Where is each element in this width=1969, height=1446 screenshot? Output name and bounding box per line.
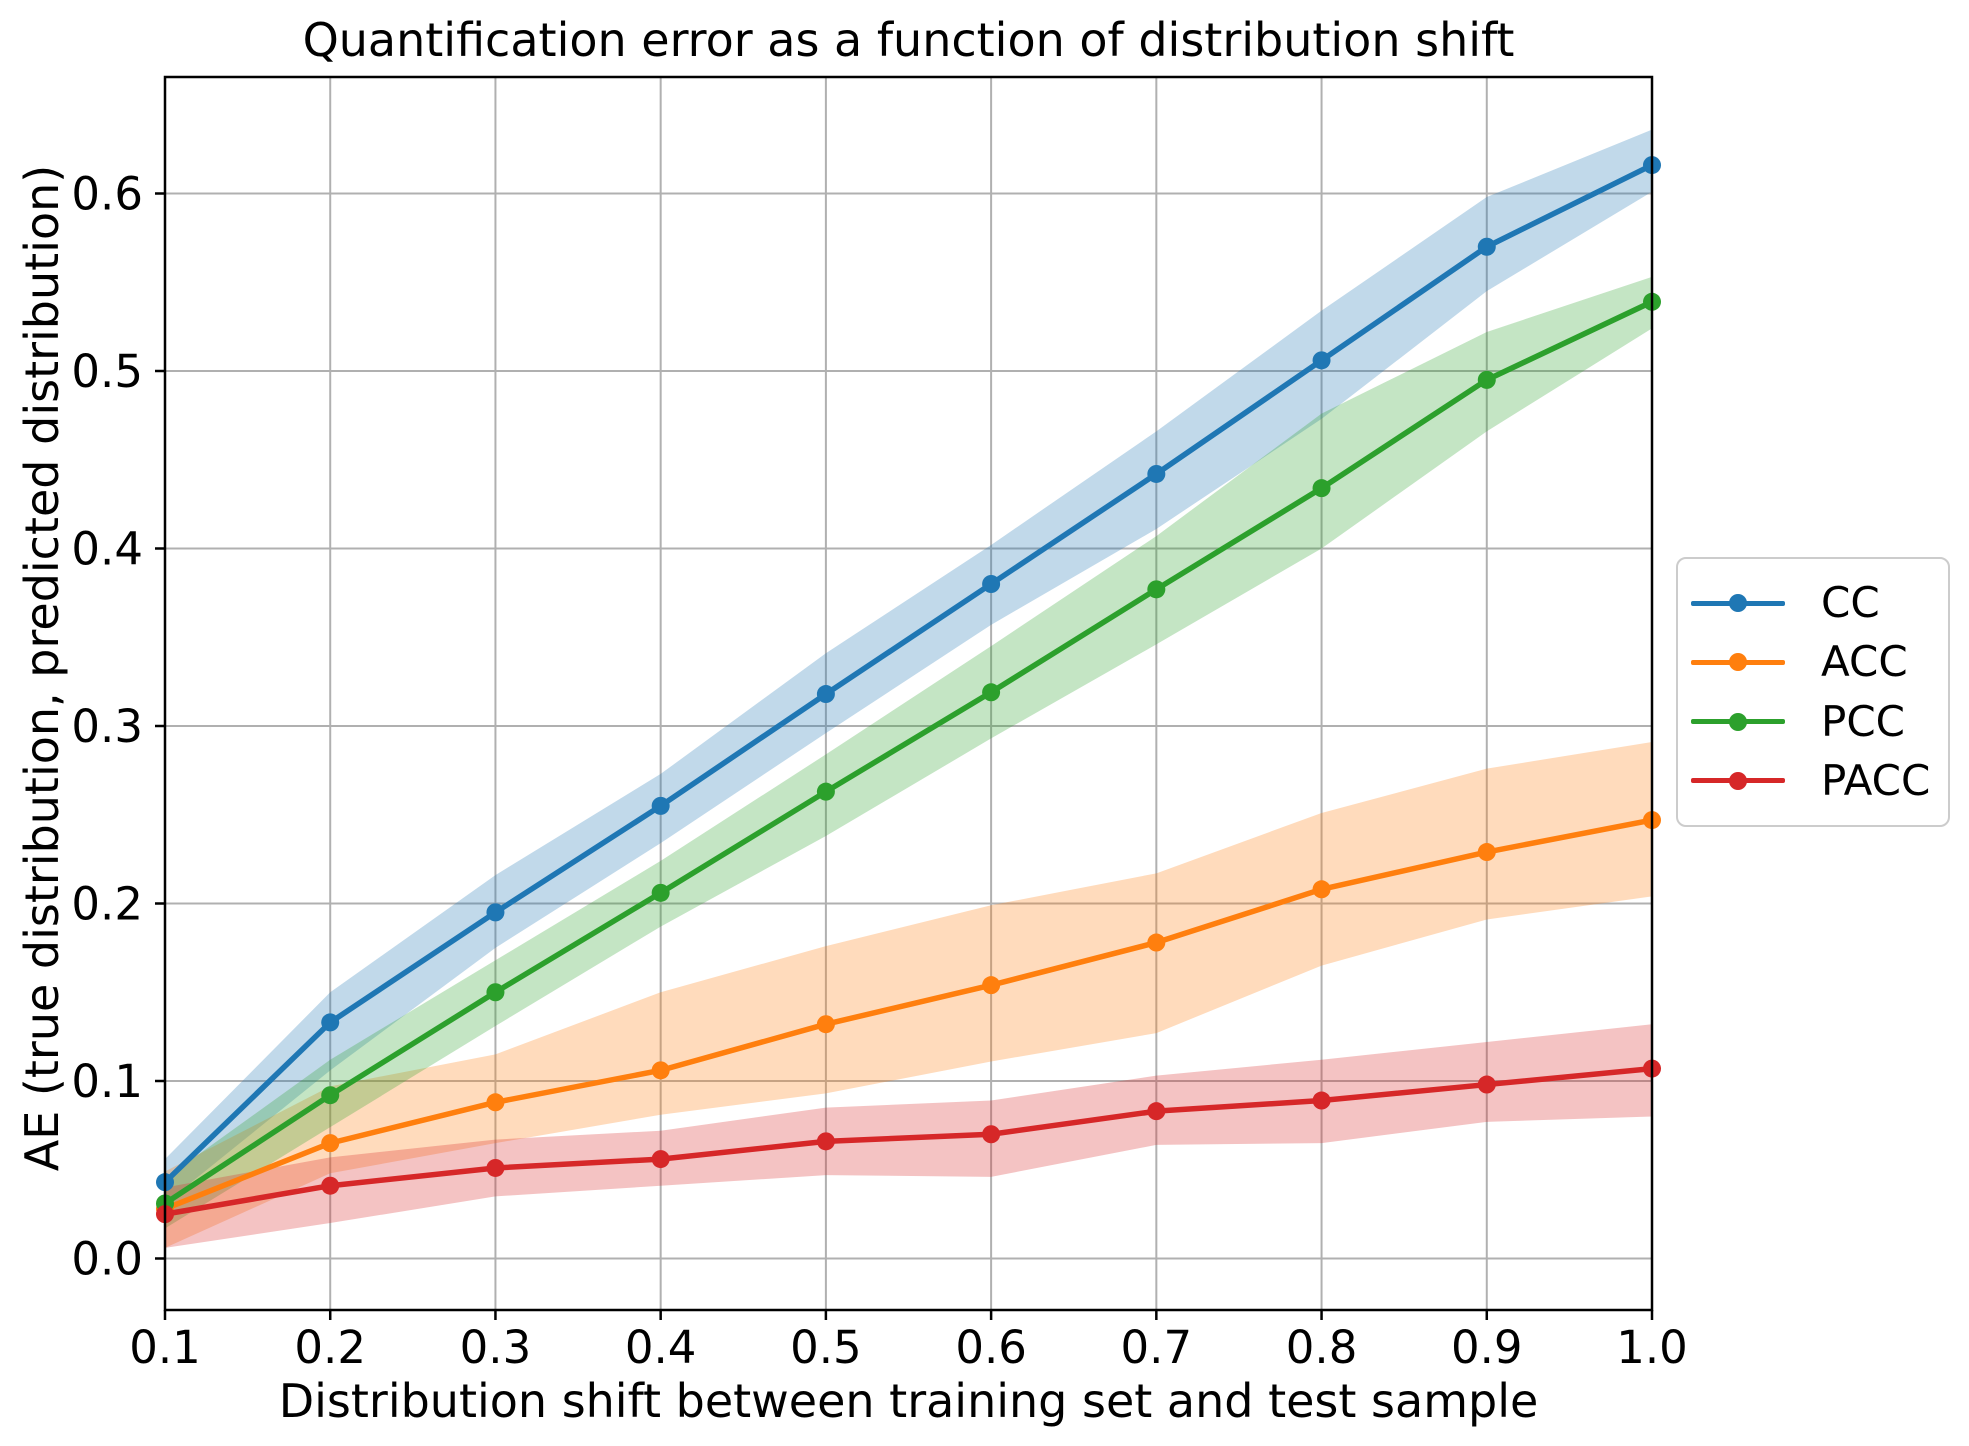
legend-line-sample-pcc [1691, 712, 1785, 731]
x-tick-label: 0.4 [625, 1321, 697, 1374]
cc-line [162, 162, 1655, 1185]
y-tick-label: 0.4 [71, 523, 143, 576]
pacc-marker [1312, 1091, 1331, 1110]
pcc-marker [816, 782, 835, 801]
legend-line-sample-cc [1691, 594, 1785, 613]
y-tick-label: 0.6 [71, 168, 143, 221]
x-tick-label: 0.3 [460, 1321, 532, 1374]
chart-title: Quantification error as a function of di… [302, 13, 1515, 67]
x-tick-label: 0.8 [1286, 1321, 1358, 1374]
pcc-marker [321, 1086, 340, 1105]
x-tick-label: 0.5 [790, 1321, 862, 1374]
pacc-marker [816, 1132, 835, 1151]
pacc-marker [982, 1125, 1001, 1144]
x-tick-label: 1.0 [1616, 1321, 1688, 1374]
legend-item-pacc: PACC [1691, 755, 1948, 805]
x-tick-label: 0.9 [1451, 1321, 1523, 1374]
acc-marker [816, 1015, 835, 1034]
acc-marker [982, 976, 1001, 995]
acc-marker [486, 1093, 505, 1112]
legend-item-acc: ACC [1691, 641, 1948, 683]
pacc-marker [651, 1150, 670, 1169]
cc-marker [1477, 237, 1496, 256]
cc-marker [816, 685, 835, 704]
pacc-line [162, 1065, 1655, 1217]
legend-label-pacc: PACC [1821, 755, 1931, 805]
legend-line-sample-acc [1691, 653, 1785, 672]
legend-marker-dot-pacc [1729, 771, 1747, 790]
pacc-marker [1477, 1075, 1496, 1094]
legend-label-acc: ACC [1821, 637, 1908, 687]
legend: CC ACC PCC PACC [1676, 557, 1950, 827]
y-tick-label: 0.0 [71, 1233, 143, 1286]
pacc-marker [486, 1158, 505, 1177]
pcc-marker [486, 983, 505, 1002]
x-tick-label: 0.6 [955, 1321, 1027, 1374]
cc-marker [1147, 464, 1166, 483]
cc-marker [982, 575, 1001, 593]
legend-item-pcc: PCC [1691, 696, 1948, 746]
x-tick-label: 0.1 [129, 1321, 201, 1374]
legend-label-cc: CC [1821, 578, 1880, 628]
acc-marker [651, 1061, 670, 1080]
pcc-marker [1147, 580, 1166, 599]
cc-marker [1312, 351, 1331, 370]
acc-marker [1312, 880, 1331, 899]
legend-item-cc: CC [1691, 582, 1948, 624]
pacc-marker [1147, 1102, 1166, 1121]
plot-border [163, 75, 1654, 1312]
legend-line-sample-pacc [1691, 771, 1785, 790]
x-tick-label: 0.2 [294, 1321, 366, 1374]
legend-label-pcc: PCC [1821, 696, 1905, 746]
legend-marker-dot-acc [1729, 653, 1747, 672]
pcc-marker [1477, 370, 1496, 389]
cc-confidence-band [165, 129, 1652, 1204]
acc-line [162, 817, 1655, 1212]
y-tick-label: 0.1 [71, 1055, 143, 1108]
legend-marker-dot-pcc [1729, 712, 1747, 731]
pacc-marker [321, 1176, 340, 1195]
cc-marker [651, 796, 670, 815]
pcc-marker [1312, 479, 1331, 498]
cc-marker [321, 1013, 340, 1032]
legend-marker-dot-cc [1729, 594, 1747, 613]
y-tick-label: 0.3 [71, 700, 143, 753]
y-tick-label: 0.2 [71, 878, 143, 931]
x-axis-label: Distribution shift between training set … [278, 1374, 1539, 1428]
pcc-marker [651, 883, 670, 902]
cc-marker [486, 903, 505, 922]
y-tick-label: 0.5 [71, 345, 143, 398]
acc-marker [1477, 843, 1496, 862]
acc-marker [1147, 933, 1166, 952]
pcc-marker [982, 683, 1001, 702]
y-axis-label: AE (true distribution, predicted distrib… [15, 164, 69, 1172]
acc-marker [321, 1134, 340, 1153]
x-tick-label: 0.7 [1121, 1321, 1193, 1374]
acc-confidence-band [165, 741, 1652, 1248]
pcc-line [162, 299, 1655, 1207]
